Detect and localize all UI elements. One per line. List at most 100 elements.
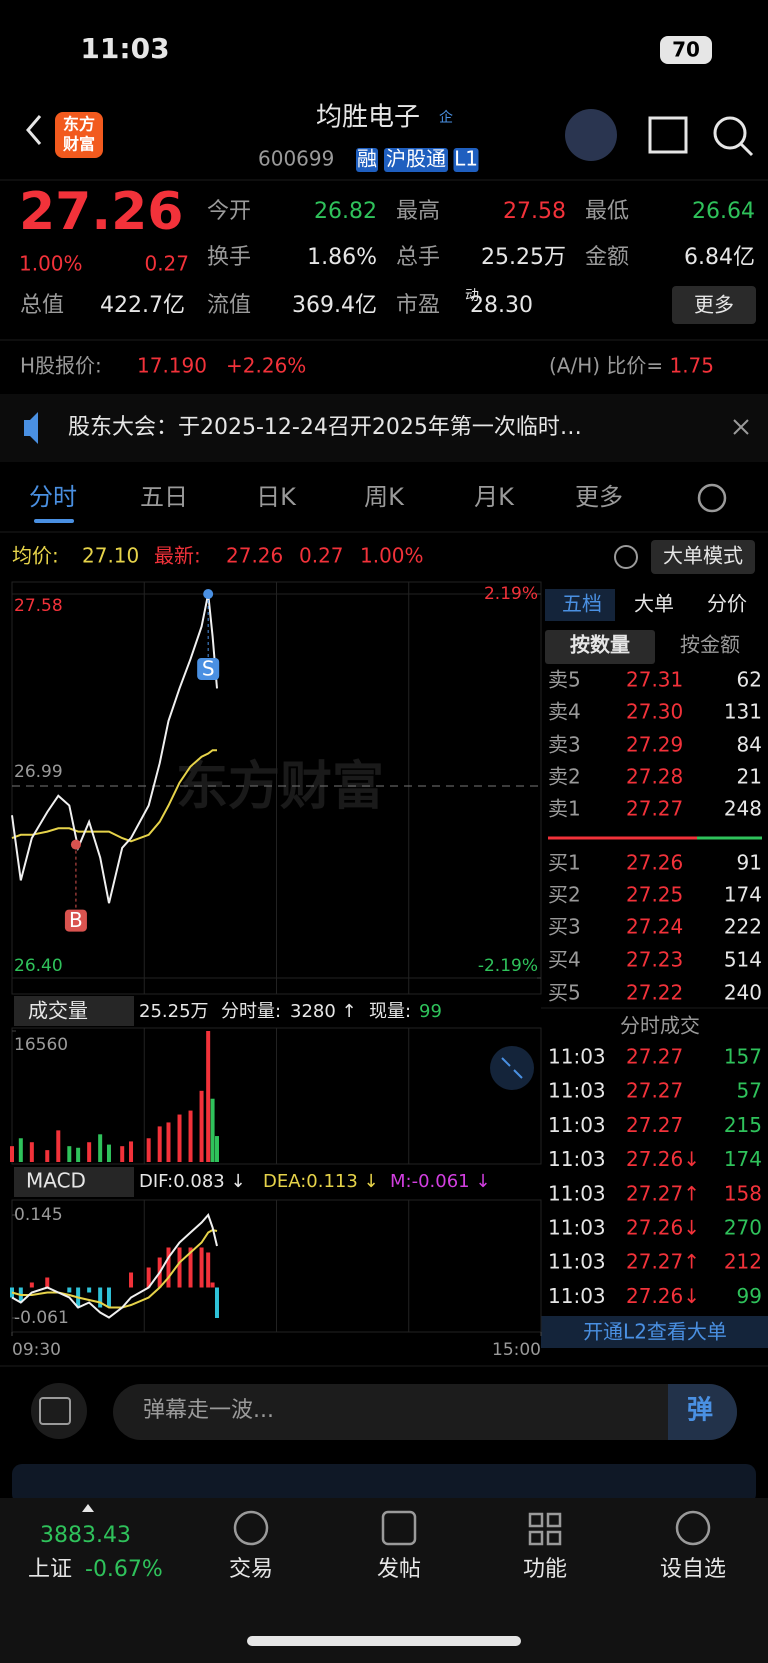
stock-code: 600699	[258, 147, 334, 171]
volume-bar	[129, 1141, 134, 1162]
stat-value: 369.4亿	[292, 293, 377, 318]
more-button[interactable]: 更多	[694, 293, 734, 317]
y-tick-label: 16560	[14, 1035, 68, 1055]
stat-label: 今开	[207, 199, 251, 224]
status-time: 11:03	[80, 32, 169, 65]
badge: 企	[439, 109, 453, 126]
stat-label: 最低	[585, 199, 629, 224]
comment-input[interactable]: 弹幕走一波...	[143, 1398, 274, 1423]
book-qty: 514	[724, 948, 762, 972]
tab[interactable]: 周K	[364, 483, 405, 511]
y-tick-label: 26.40	[14, 956, 63, 976]
badge: 沪股通	[386, 147, 446, 171]
trades-title: 分时成交	[620, 1014, 700, 1038]
trade-time: 11:03	[548, 1079, 606, 1103]
book-qty: 62	[737, 668, 762, 692]
series-line	[11, 749, 217, 843]
book-price: 27.27	[626, 797, 683, 821]
tab[interactable]: 分时	[29, 483, 77, 511]
m: M:-0.061 ↓	[390, 1171, 490, 1192]
macd-bar	[206, 1252, 211, 1288]
book-mode[interactable]: 按金额	[680, 633, 740, 657]
danmaku-button[interactable]: 弹	[687, 1396, 713, 1426]
index-name: 上证	[28, 1557, 72, 1582]
book-tab[interactable]: 分价	[707, 592, 747, 616]
tab[interactable]: 五日	[140, 483, 188, 511]
trade-price: 27.27	[626, 1045, 683, 1069]
volume-bar	[98, 1134, 103, 1162]
nav-item[interactable]: 设自选	[660, 1557, 726, 1582]
book-price: 27.26	[626, 851, 683, 875]
minute-volume: 3280 ↑	[290, 1001, 357, 1022]
tab[interactable]: 月K	[474, 483, 515, 511]
series-line	[11, 593, 218, 904]
volume-bar	[157, 1126, 162, 1162]
stat-value: 26.64	[692, 199, 755, 224]
l2-banner[interactable]: 开通L2查看大单	[583, 1320, 727, 1344]
trade-volume: 270	[724, 1216, 762, 1240]
minute-label: 分时量:	[221, 1001, 281, 1022]
stat-label: 总手	[396, 245, 440, 270]
volume-bar	[210, 1098, 215, 1162]
volume-total: 25.25万	[139, 1001, 209, 1022]
book-tab[interactable]: 五档	[562, 592, 602, 616]
y2-tick-label: 2.19%	[484, 584, 538, 604]
book-price: 27.28	[626, 765, 683, 789]
annotation-label: B	[69, 908, 83, 932]
badge-bg	[384, 148, 448, 172]
volume-bar	[106, 1144, 111, 1162]
notice[interactable]: 股东大会：于2025-12-24召开2025年第一次临时…	[68, 415, 582, 440]
last-change: 0.27	[299, 544, 344, 568]
macd-bar	[210, 1282, 215, 1288]
stat-value: 1.86%	[307, 245, 377, 270]
stat-label: 市盈	[396, 293, 440, 318]
last-label: 最新:	[154, 544, 201, 568]
macd-bar	[188, 1247, 193, 1288]
index-change: -0.67%	[85, 1557, 163, 1582]
pe-sup: 动	[465, 288, 479, 304]
change-pct: 1.00%	[19, 252, 83, 276]
mode-button[interactable]: 大单模式	[663, 544, 743, 568]
stat-label: 最高	[396, 199, 440, 224]
book-qty: 91	[737, 851, 762, 875]
y-tick-label: 0.145	[14, 1205, 63, 1225]
stat-label: 金额	[585, 245, 629, 270]
h-price: 17.190	[137, 354, 207, 378]
book-label: 卖4	[548, 700, 581, 724]
book-tab[interactable]: 大单	[634, 592, 674, 616]
macd-bar	[129, 1272, 134, 1288]
volume-bar	[146, 1138, 151, 1162]
nav-item[interactable]: 交易	[229, 1557, 273, 1582]
nav-item[interactable]: 发帖	[377, 1557, 421, 1582]
macd-bar	[106, 1287, 111, 1308]
volume-bar	[56, 1130, 61, 1162]
stat-value: 422.7亿	[100, 293, 185, 318]
book-label: 卖2	[548, 765, 581, 789]
book-price: 27.29	[626, 733, 683, 757]
tab[interactable]: 日K	[256, 483, 297, 511]
now-label: 现量:	[369, 1001, 411, 1022]
book-qty: 21	[737, 765, 762, 789]
macd-bar	[199, 1247, 204, 1288]
book-label: 买3	[548, 915, 581, 939]
trade-volume: 215	[724, 1113, 762, 1137]
ah-label: (A/H) 比价=	[549, 354, 663, 378]
badge-bg	[453, 148, 479, 172]
book-price: 27.31	[626, 668, 683, 692]
volume-bar	[10, 1146, 14, 1162]
annotation-box	[197, 658, 220, 680]
h-change: +2.26%	[226, 354, 306, 378]
macd-bar	[98, 1287, 103, 1308]
book-mode[interactable]: 按数量	[570, 633, 630, 657]
macd-bar	[67, 1287, 72, 1293]
trade-volume: 158	[724, 1181, 762, 1205]
macd-label: MACD	[26, 1169, 86, 1193]
book-qty: 240	[724, 981, 762, 1005]
volume-bar	[87, 1142, 92, 1162]
trade-time: 11:03	[548, 1181, 606, 1205]
nav-item[interactable]: 功能	[523, 1557, 567, 1582]
stat-label: 总值	[20, 293, 64, 318]
tab[interactable]: 更多	[575, 483, 623, 511]
y-tick-label: 27.58	[14, 596, 63, 616]
book-price: 27.30	[626, 700, 683, 724]
